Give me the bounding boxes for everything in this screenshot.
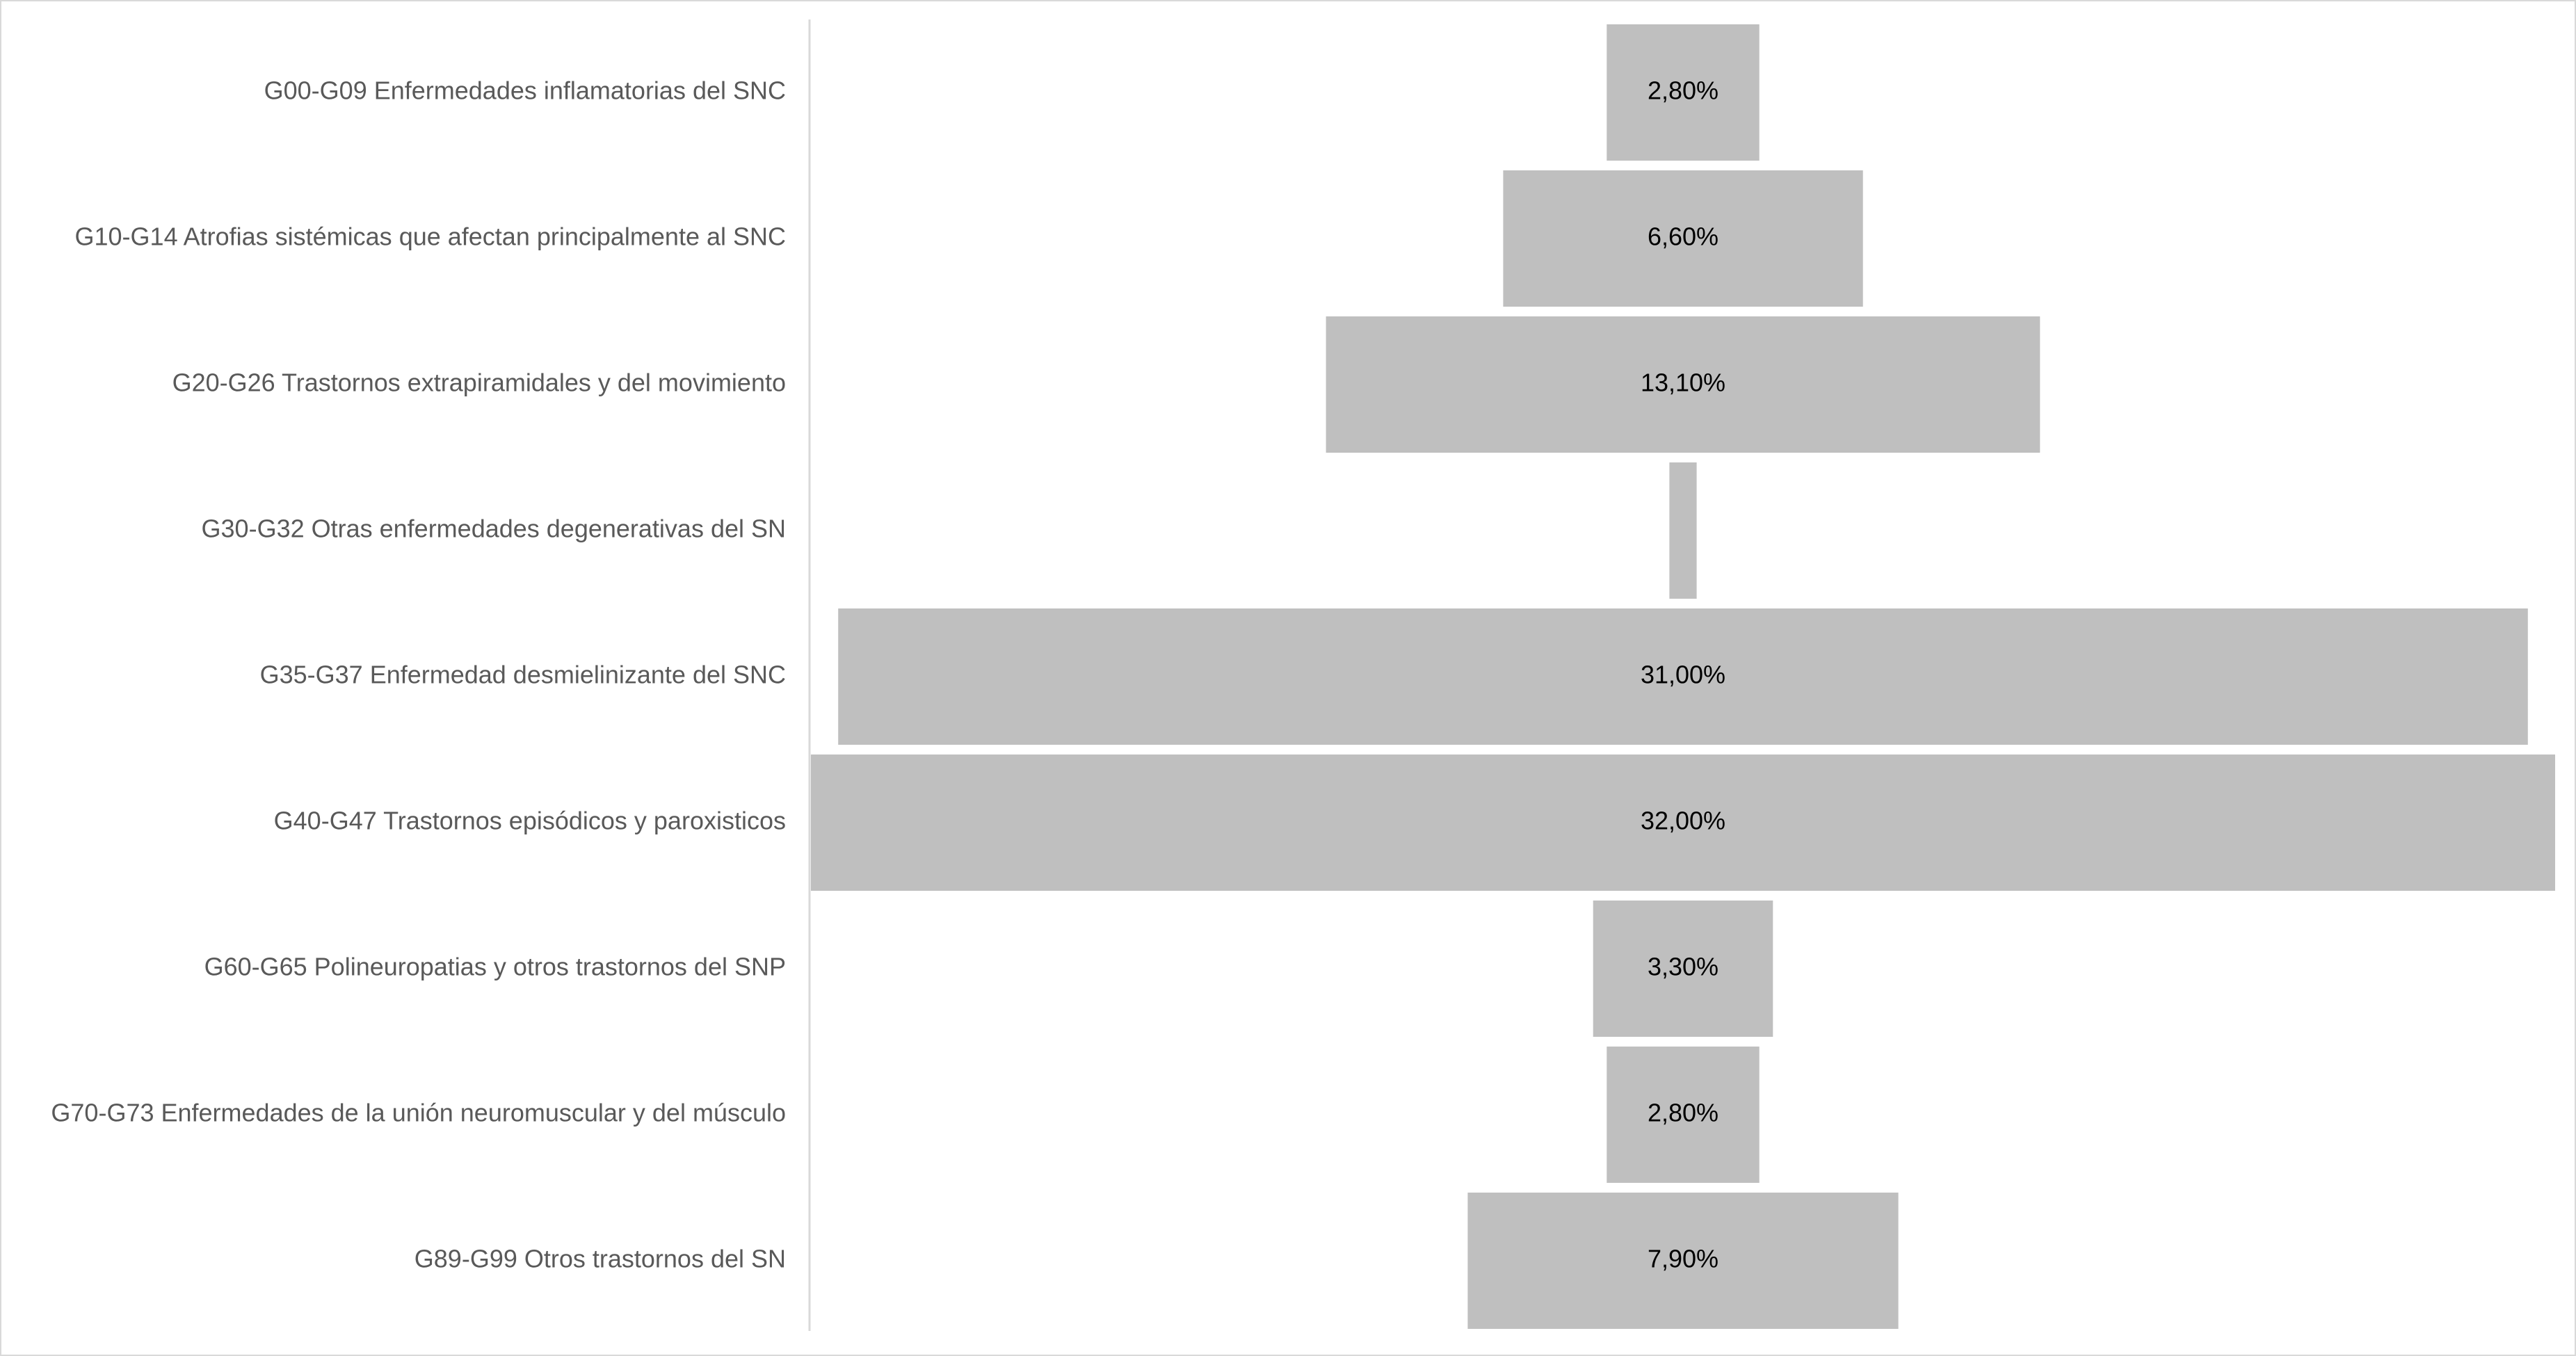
funnel-bar xyxy=(1503,170,1863,307)
data-label: 2,80% xyxy=(1648,76,1718,105)
category-label: G10-G14 Atrofias sistémicas que afectan … xyxy=(75,223,786,251)
funnel-bar xyxy=(811,754,2555,891)
funnel-bar xyxy=(1326,316,2040,453)
data-label: 7,90% xyxy=(1648,1245,1718,1273)
funnel-bar xyxy=(1593,901,1773,1037)
data-label: 6,60% xyxy=(1648,223,1718,251)
data-label: 13,10% xyxy=(1641,369,1725,397)
data-labels-layer: 2,80% 6,60% 13,10% 31,00% 32,00% 3,30% 2,80% 7,… xyxy=(1641,76,1725,1273)
funnel-bar xyxy=(1669,462,1697,599)
data-label: 3,30% xyxy=(1648,953,1718,981)
category-labels-layer: G00-G09 Enfermedades inflamatorias del S… xyxy=(51,76,786,1273)
data-label: 32,00% xyxy=(1641,807,1725,835)
funnel-bar xyxy=(1607,1047,1760,1183)
category-label: G60-G65 Polineuropatias y otros trastorn… xyxy=(204,953,786,981)
funnel-bar xyxy=(838,608,2528,745)
category-label: G89-G99 Otros trastornos del SN xyxy=(414,1245,786,1273)
category-label: G70-G73 Enfermedades de la unión neuromu… xyxy=(51,1099,786,1127)
data-label: 31,00% xyxy=(1641,661,1725,689)
category-label: G00-G09 Enfermedades inflamatorias del S… xyxy=(264,76,786,105)
category-label: G20-G26 Trastornos extrapiramidales y de… xyxy=(172,369,786,397)
funnel-bar xyxy=(1607,24,1760,161)
data-label: 2,80% xyxy=(1648,1099,1718,1127)
category-label: G30-G32 Otras enfermedades degenerativas… xyxy=(202,515,786,543)
category-label: G40-G47 Trastornos episódicos y paroxist… xyxy=(274,807,786,835)
bars-layer xyxy=(811,24,2555,1329)
category-label: G35-G37 Enfermedad desmielinizante del S… xyxy=(260,661,786,689)
funnel-bar xyxy=(1467,1193,1899,1329)
